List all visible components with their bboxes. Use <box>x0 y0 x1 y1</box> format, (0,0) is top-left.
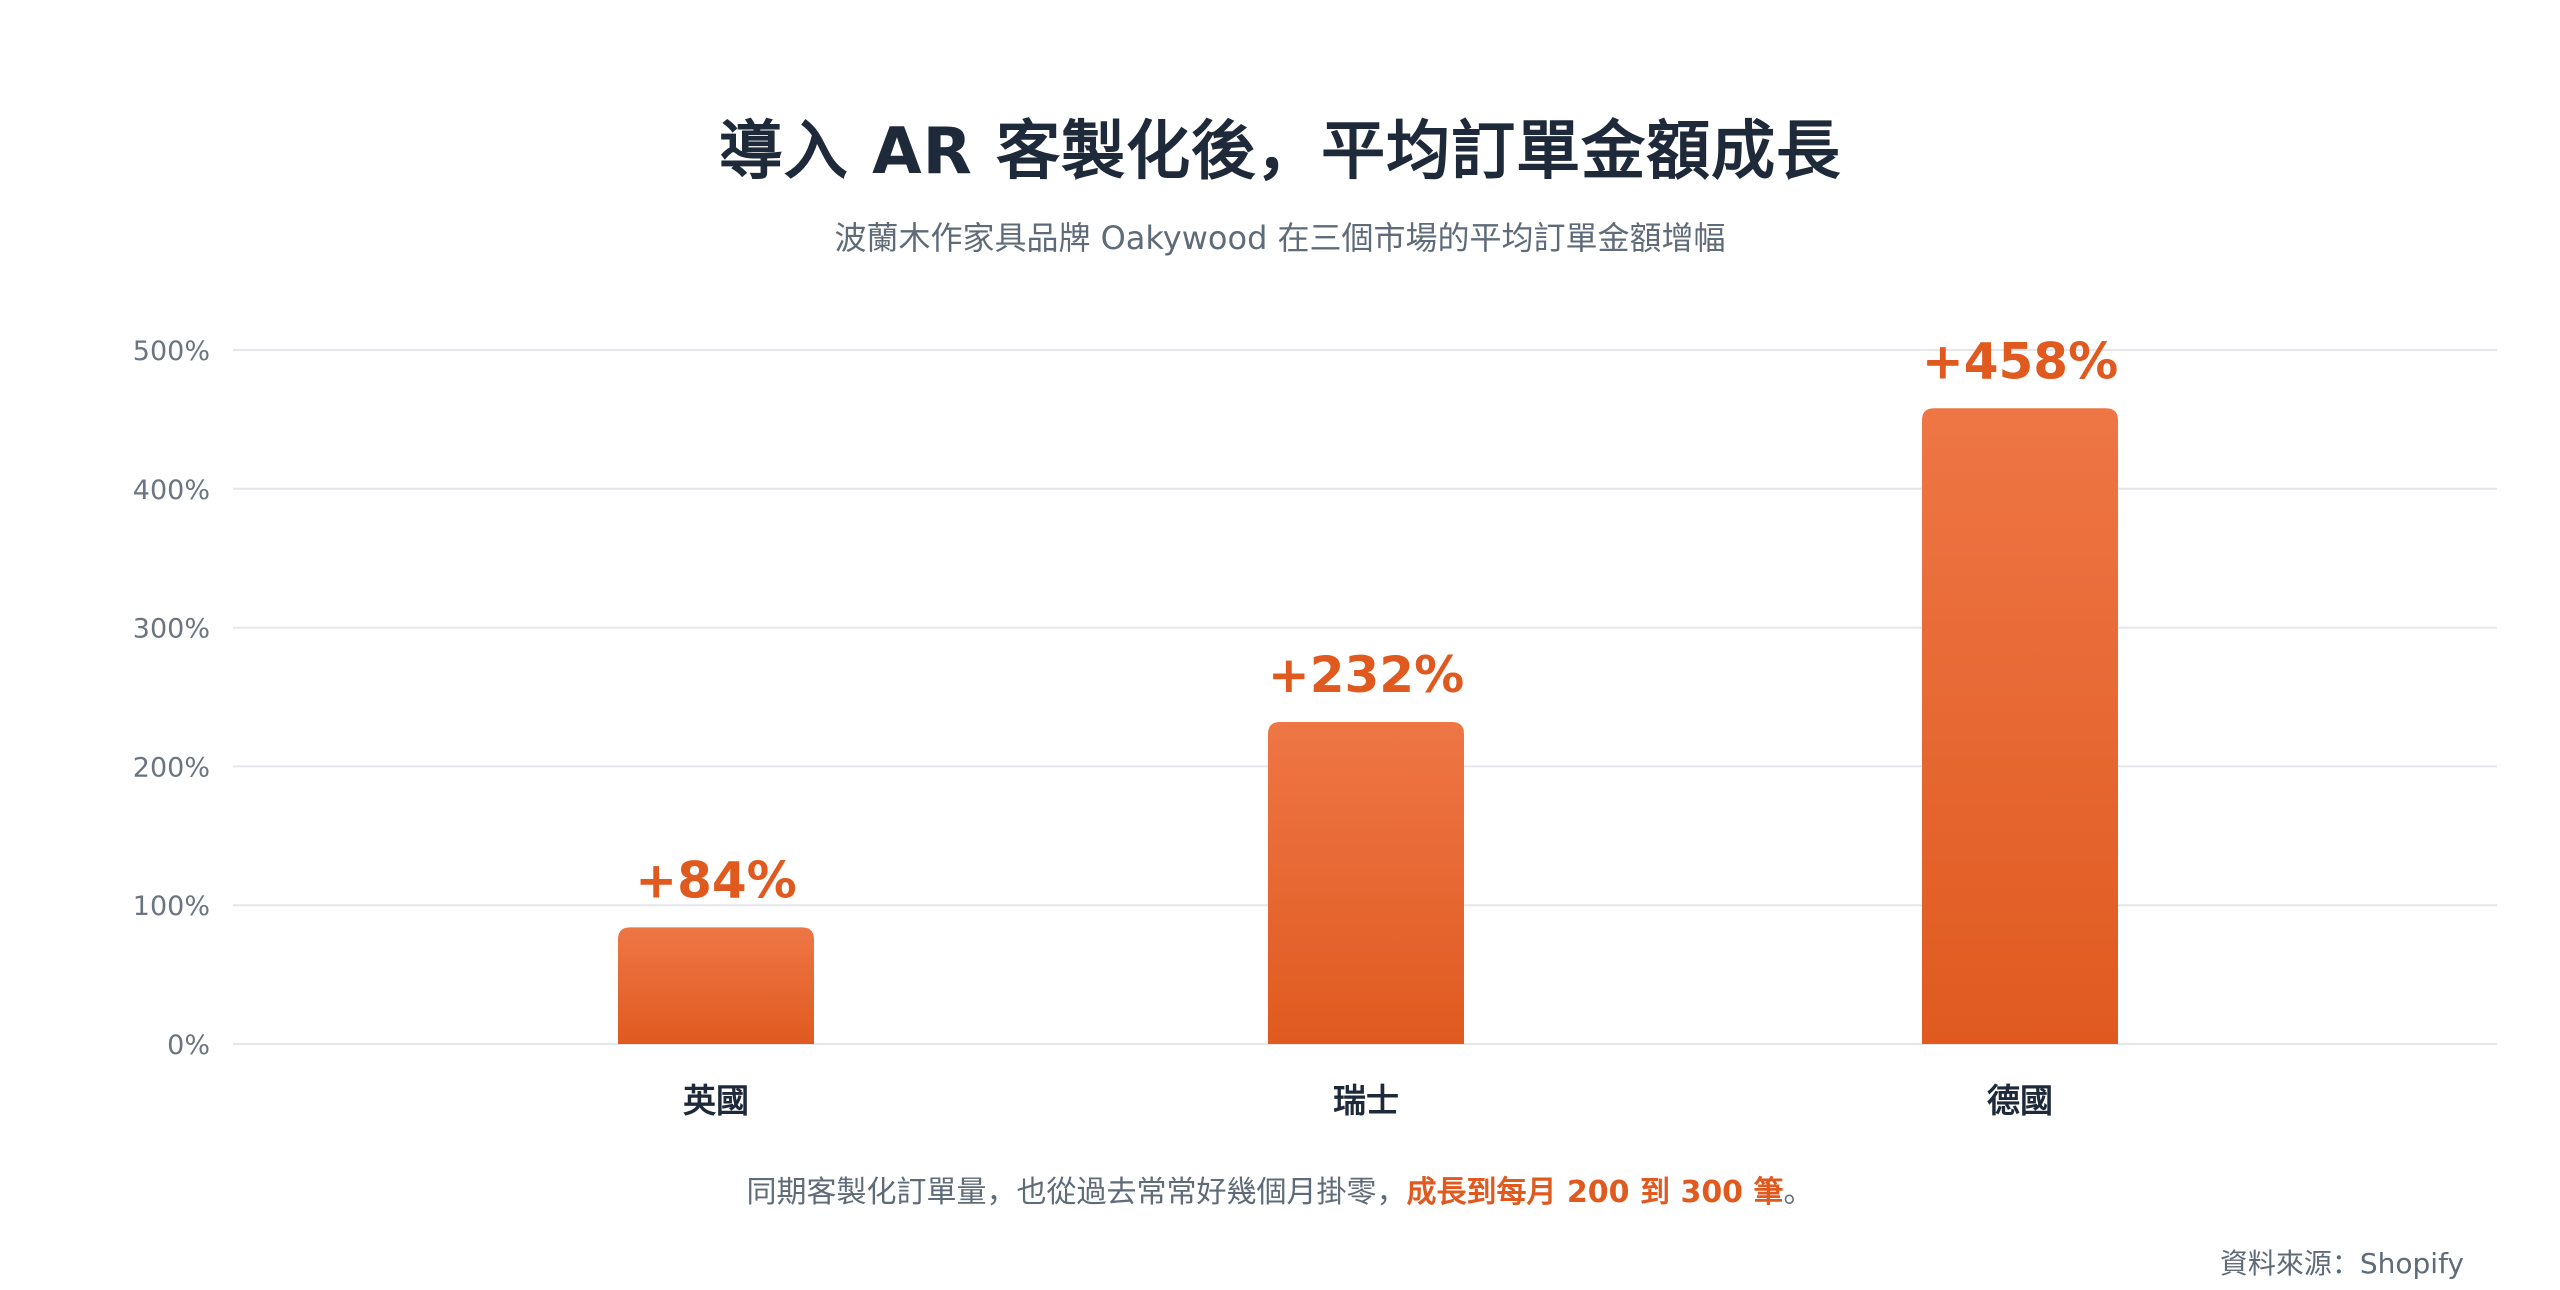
bar-2 <box>1268 721 1464 1044</box>
y-tick-label: 0% <box>167 1030 210 1061</box>
y-tick-label: 300% <box>133 614 210 645</box>
x-category-label: 瑞士 <box>1333 1081 1399 1120</box>
chart-subtitle: 波蘭木作家具品牌 Oakywood 在三個市場的平均訂單金額增幅 <box>834 219 1726 257</box>
footnote-suffix: 。 <box>1783 1175 1814 1210</box>
data-labels: +84% +232% +458% <box>635 332 2118 909</box>
y-tick-label: 400% <box>133 475 210 506</box>
data-label: +84% <box>635 851 797 909</box>
source-note: 資料來源：Shopify <box>2219 1247 2464 1280</box>
bar-3 <box>1922 408 2118 1044</box>
y-axis-ticks: 0% 100% 200% 300% 400% 500% <box>133 336 210 1061</box>
x-category-label: 英國 <box>683 1081 749 1120</box>
footnote-highlight: 成長到每月 200 到 300 筆 <box>1406 1175 1784 1210</box>
bars <box>618 408 2118 1044</box>
y-tick-label: 200% <box>133 752 210 783</box>
x-category-label: 德國 <box>1987 1081 2053 1120</box>
y-tick-label: 500% <box>133 336 210 367</box>
footnote: 同期客製化訂單量，也從過去常常好幾個月掛零，成長到每月 200 到 300 筆。 <box>0 1167 2560 1211</box>
data-label: +458% <box>1922 332 2118 390</box>
chart-title: 導入 AR 客製化後，平均訂單金額成長 <box>718 115 1842 189</box>
bar-1 <box>618 927 814 1044</box>
data-label: +232% <box>1268 646 1464 704</box>
footnote-prefix: 同期客製化訂單量，也從過去常常好幾個月掛零， <box>746 1175 1407 1210</box>
y-tick-label: 100% <box>133 891 210 922</box>
x-axis-categories: 英國 瑞士 德國 <box>683 1081 2053 1120</box>
